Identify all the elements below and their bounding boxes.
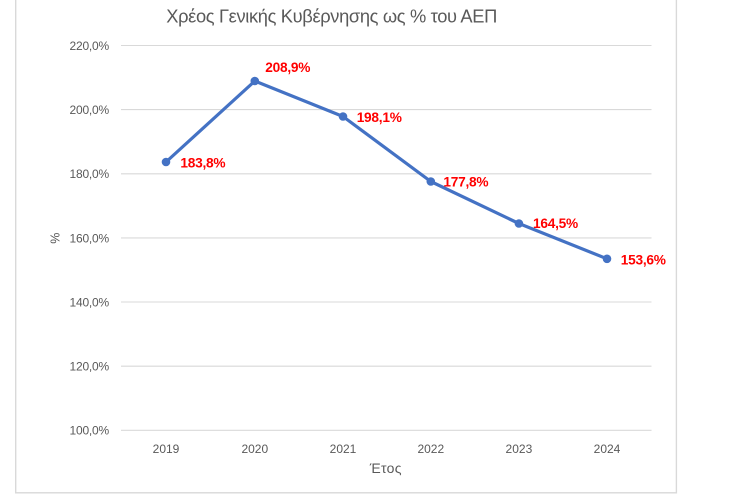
svg-text:2021: 2021 — [330, 442, 357, 456]
svg-text:Χρέος Γενικής Κυβέρνησης ως %: Χρέος Γενικής Κυβέρνησης ως % του ΑΕΠ — [166, 6, 497, 27]
svg-text:%: % — [48, 233, 62, 244]
svg-text:120,0%: 120,0% — [70, 360, 110, 374]
svg-text:2019: 2019 — [153, 442, 180, 456]
svg-text:200,0%: 200,0% — [70, 103, 110, 117]
svg-text:177,8%: 177,8% — [443, 174, 488, 189]
svg-text:164,5%: 164,5% — [533, 216, 578, 231]
svg-text:140,0%: 140,0% — [70, 295, 110, 309]
svg-text:2023: 2023 — [506, 442, 533, 456]
svg-text:2022: 2022 — [417, 442, 444, 456]
svg-text:Έτος: Έτος — [369, 460, 402, 476]
svg-text:183,8%: 183,8% — [180, 155, 225, 170]
svg-text:160,0%: 160,0% — [70, 231, 110, 245]
svg-text:198,1%: 198,1% — [357, 110, 402, 125]
svg-text:2020: 2020 — [241, 442, 268, 456]
svg-text:180,0%: 180,0% — [70, 167, 110, 181]
svg-text:220,0%: 220,0% — [70, 39, 110, 53]
svg-text:2024: 2024 — [594, 442, 621, 456]
svg-text:153,6%: 153,6% — [621, 252, 666, 267]
svg-text:100,0%: 100,0% — [70, 424, 110, 438]
svg-text:208,9%: 208,9% — [265, 60, 310, 75]
